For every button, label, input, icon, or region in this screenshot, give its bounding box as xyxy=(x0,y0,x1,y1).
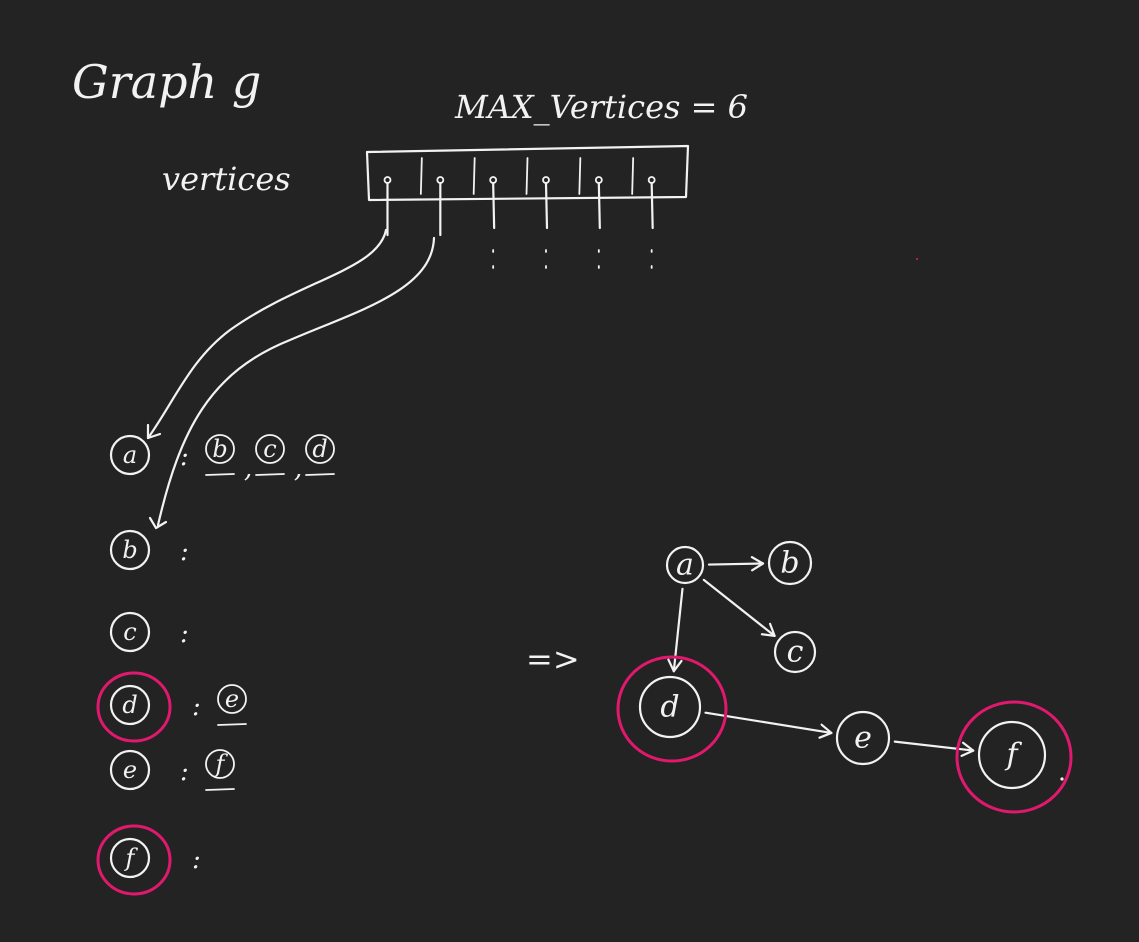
neighbor-label: b xyxy=(212,435,227,463)
graph-edges xyxy=(667,556,975,757)
graph-node-c: c xyxy=(773,630,817,674)
vertex-circle xyxy=(109,434,151,476)
neighbor-e: e xyxy=(217,684,247,726)
array-slot-pointer xyxy=(542,176,550,269)
array-divider xyxy=(631,157,635,195)
vertex-circle xyxy=(109,684,151,726)
array-divider xyxy=(419,157,423,195)
graph-node-label: c xyxy=(787,635,804,670)
neighbor-label: d xyxy=(312,435,327,463)
list-colon: : xyxy=(180,757,189,787)
graph-node-b: b xyxy=(767,540,813,586)
comma: , xyxy=(294,454,302,484)
array-slot-pointer xyxy=(594,176,603,269)
edge-a-c xyxy=(702,578,776,637)
vertex-label: d xyxy=(122,691,137,719)
vertex-label: c xyxy=(123,618,136,646)
vertex-label: a xyxy=(123,441,137,469)
vertex-circle xyxy=(109,749,151,791)
pointer-arrows xyxy=(146,228,436,530)
array-slot-pointer xyxy=(436,176,445,237)
list-colon: : xyxy=(192,692,201,722)
neighbor-label: f xyxy=(214,750,229,778)
graph-node-label: d xyxy=(660,690,679,725)
vertex-label: f xyxy=(124,844,139,872)
highlight-ring xyxy=(96,824,172,896)
array-pointers xyxy=(383,176,656,269)
graph-node-f: f xyxy=(955,700,1073,814)
stray-dot xyxy=(1060,777,1064,781)
stray-dot xyxy=(916,258,918,260)
neighbor-b: b, xyxy=(205,434,252,484)
highlight-ring xyxy=(96,671,172,743)
highlight-ring xyxy=(955,700,1073,814)
graph-node-label: a xyxy=(676,548,694,583)
adjacency-row-d: d: e xyxy=(96,671,247,743)
list-colon: : xyxy=(180,537,189,567)
list-colon: : xyxy=(180,442,189,472)
edge-a-b xyxy=(707,556,765,572)
adjacency-row-b: b: xyxy=(109,529,189,571)
array-dividers xyxy=(419,157,635,195)
max-vertices-label: MAX_Vertices = 6 xyxy=(454,88,748,126)
pointer-arrow-a xyxy=(146,228,388,440)
graph-node-e: e xyxy=(835,710,891,766)
vertices-array xyxy=(365,144,690,269)
neighbor-f: f xyxy=(205,749,235,791)
graph-node-label: b xyxy=(780,546,799,581)
list-colon: : xyxy=(180,619,189,649)
comma: , xyxy=(244,454,252,484)
array-slot-pointer xyxy=(647,176,656,269)
adjacency-list: a: b,c,db:c:d: ee: ff: xyxy=(96,434,335,896)
directed-graph: a b c d e f xyxy=(616,540,1073,814)
vertex-circle xyxy=(109,529,151,571)
adjacency-row-f: f: xyxy=(96,824,201,896)
adjacency-row-a: a: b,c,d xyxy=(109,434,335,484)
array-divider xyxy=(472,157,476,195)
neighbor-d: d xyxy=(305,434,335,476)
adjacency-row-c: c: xyxy=(109,611,189,653)
graph-nodes: a b c d e f xyxy=(616,540,1073,814)
array-divider xyxy=(525,157,529,195)
graph-node-label: e xyxy=(854,721,872,756)
vertex-circle xyxy=(109,611,151,653)
edge-e-f xyxy=(893,740,975,757)
neighbor-c: c, xyxy=(255,434,302,484)
array-divider xyxy=(578,157,582,195)
graph-node-label: f xyxy=(1004,738,1022,773)
list-colon: : xyxy=(192,845,201,875)
adjacency-row-e: e: f xyxy=(109,749,235,791)
array-slot-pointer xyxy=(489,176,498,269)
vertex-label: b xyxy=(122,536,137,564)
graph-node-a: a xyxy=(665,545,705,585)
graph-title: Graph g xyxy=(72,55,261,109)
vertex-circle xyxy=(109,837,151,879)
array-slot-pointer xyxy=(383,176,392,237)
highlight-ring xyxy=(616,655,728,763)
neighbor-label: c xyxy=(263,435,276,463)
pointer-arrow-b xyxy=(156,236,436,527)
implies-symbol: => xyxy=(526,640,580,678)
vertices-label: vertices xyxy=(162,160,291,198)
graph-node-d: d xyxy=(616,655,728,763)
neighbor-label: e xyxy=(225,685,239,713)
vertex-label: e xyxy=(123,756,137,784)
